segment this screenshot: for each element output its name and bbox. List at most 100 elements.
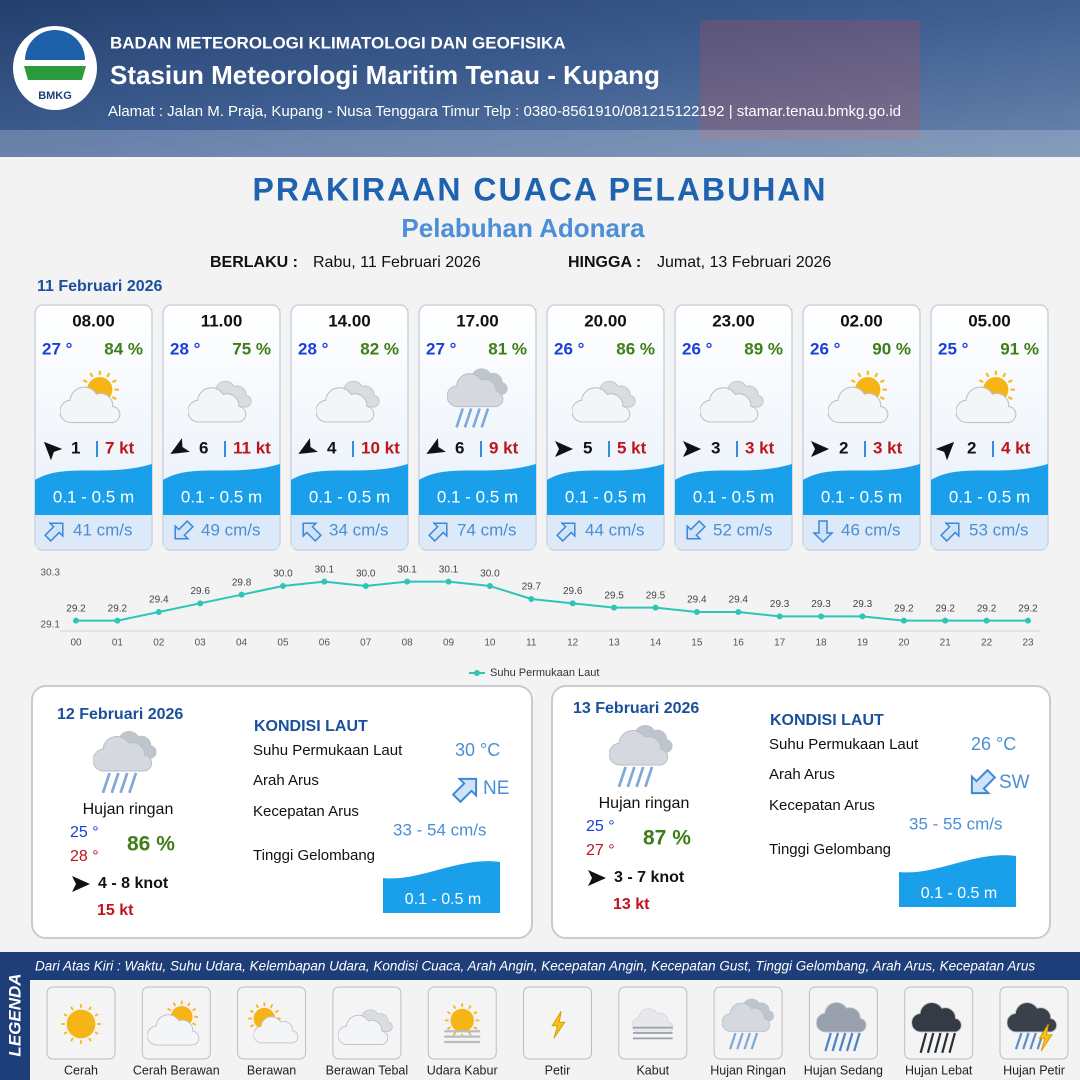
y-tick-label: 30.3	[41, 568, 61, 579]
x-tick-label: 10	[484, 638, 496, 649]
value-label: 29.2	[108, 603, 128, 614]
point	[942, 617, 949, 624]
rain	[119, 772, 129, 794]
legend-label: Hujan Ringan	[710, 1063, 786, 1077]
wave-height: 0.1 - 0.5 m	[949, 487, 1030, 506]
sea-label: Suhu Permukaan Laut	[253, 742, 403, 759]
weather-icon	[609, 725, 673, 788]
sun-ray	[63, 1013, 68, 1017]
current-direction	[556, 522, 576, 542]
gust-speed: 9 kt	[489, 438, 519, 457]
point	[486, 583, 493, 589]
point	[569, 600, 576, 607]
time: 23.00	[712, 311, 755, 330]
sea-temperature: 30 °C	[455, 740, 500, 760]
sun-ray	[269, 1004, 274, 1009]
air-temperature: 26 °	[810, 339, 841, 358]
sun-ray	[1008, 396, 1013, 400]
rain	[617, 766, 627, 788]
gust-speed: 3 kt	[873, 438, 903, 457]
value-label: 29.2	[935, 603, 955, 614]
rain	[919, 1032, 928, 1054]
current-direction	[970, 768, 997, 795]
x-tick-label: 17	[774, 638, 786, 649]
sea-heading: KONDISI LAUT	[770, 712, 884, 729]
sun-ray	[1008, 379, 1013, 384]
x-tick-label: 05	[277, 638, 289, 649]
value-label: 29.8	[232, 577, 252, 588]
weather-icon	[1006, 1002, 1058, 1052]
sun-ray	[249, 1024, 254, 1028]
sun-ray	[857, 372, 862, 378]
humidity: 84 %	[104, 339, 143, 358]
legend-title: LEGENDA	[5, 973, 24, 1056]
gust-speed: 7 kt	[105, 438, 135, 457]
wind-speed: 6	[199, 438, 208, 457]
rain	[455, 408, 465, 428]
x-tick-label: 08	[402, 638, 414, 649]
rain	[853, 1032, 861, 1052]
value-label: 30.1	[315, 564, 335, 575]
legend-label: Berawan	[247, 1063, 296, 1077]
day-label: 11 Februari 2026	[37, 278, 163, 295]
value-label: 30.0	[480, 569, 500, 580]
summary-date: 13 Februari 2026	[573, 700, 699, 717]
wave	[35, 464, 152, 515]
point	[445, 578, 452, 585]
rain	[644, 766, 654, 788]
weather-icon	[911, 1002, 962, 1054]
value-label: 30.1	[439, 564, 459, 575]
summary-box	[31, 685, 533, 939]
air-temperature: 27 °	[426, 339, 457, 358]
x-tick-label: 23	[1022, 638, 1034, 649]
time: 02.00	[840, 311, 883, 330]
sun-ray	[473, 1011, 478, 1015]
current-speed: 74 cm/s	[457, 520, 517, 539]
humidity: 91 %	[1000, 339, 1039, 358]
x-tick-label: 02	[153, 638, 165, 649]
gust-speed: 5 kt	[617, 438, 647, 457]
x-tick-label: 15	[691, 638, 703, 649]
current-direction: NE	[483, 778, 509, 799]
condition: Hujan ringan	[599, 795, 690, 812]
weather-icon	[248, 1002, 299, 1044]
current-speed: 33 - 54 cm/s	[393, 820, 487, 839]
x-tick-label: 16	[733, 638, 745, 649]
temperature-max: 27 °	[586, 842, 615, 859]
x-tick-label: 03	[195, 638, 207, 649]
temperature-min: 25 °	[70, 824, 99, 841]
value-label: 29.2	[66, 603, 86, 614]
x-tick-label: 00	[70, 638, 82, 649]
humidity: 89 %	[744, 339, 783, 358]
rain	[926, 1032, 935, 1054]
sea-heading: KONDISI LAUT	[254, 718, 368, 735]
sun-ray	[446, 1011, 451, 1015]
wave	[291, 464, 408, 515]
point	[279, 583, 286, 589]
temperature-min: 25 °	[586, 818, 615, 835]
logo-emblem	[24, 66, 86, 80]
wind-speed: 2	[839, 438, 848, 457]
line	[76, 580, 1028, 622]
weather-icon	[551, 1011, 566, 1039]
rain	[635, 766, 645, 788]
wave-height: 0.1 - 0.5 m	[921, 885, 997, 902]
wave	[419, 464, 536, 515]
sun-ray	[94, 1013, 99, 1017]
wind-speed: 2	[967, 438, 976, 457]
humidity: 87 %	[643, 827, 691, 850]
rain	[845, 1032, 854, 1052]
sun-ray	[468, 1005, 472, 1010]
point	[528, 596, 535, 602]
sea-temperature: 26 °C	[971, 734, 1016, 754]
rain	[472, 408, 481, 428]
sun-ray	[452, 1031, 457, 1036]
current-direction	[174, 520, 194, 540]
sun-ray	[880, 396, 885, 400]
wind-speed: 6	[455, 438, 464, 457]
sun-ray	[192, 1022, 197, 1026]
x-tick-label: 21	[940, 638, 952, 649]
wave-height: 0.1 - 0.5 m	[693, 487, 774, 506]
x-tick-label: 06	[319, 638, 331, 649]
wind-range: 4 - 8 knot	[98, 875, 169, 892]
